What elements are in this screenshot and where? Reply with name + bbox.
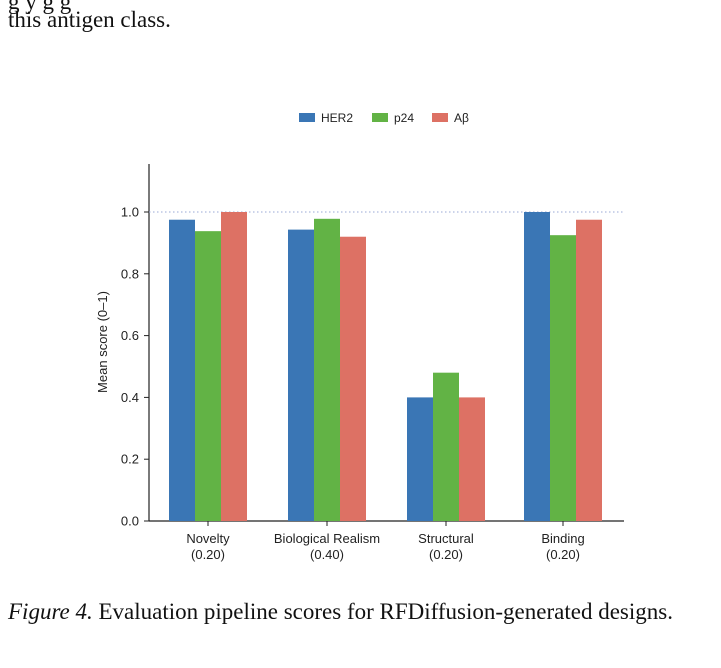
caption-text: Evaluation pipeline scores for RFDiffusi… [98,599,673,624]
bar-her2-0 [169,219,195,521]
x-tick-label: Binding [541,531,584,546]
y-axis: 0.0 0.2 0.4 0.6 0.8 1.0 [121,164,150,529]
bar-p24-0 [195,231,221,521]
legend-label: p24 [394,111,414,125]
x-tick-weight-label: (0.20) [429,547,463,562]
y-tick-label: 0.4 [121,390,139,405]
y-tick-label: 0.2 [121,452,139,467]
figure-caption: Figure 4. Evaluation pipeline scores for… [8,598,714,626]
y-axis-label: Mean score (0–1) [95,291,110,393]
bar-a-2 [459,397,485,521]
y-tick-label: 1.0 [121,205,139,220]
legend-swatch-her2 [299,113,315,122]
x-tick-label: Novelty [186,531,230,546]
bar-p24-3 [550,235,576,522]
legend-label: Aβ [454,111,469,125]
legend-label: HER2 [321,111,353,125]
legend-swatch-p24 [372,113,388,122]
bar-chart: HER2 p24 Aβ 0.00.20.40.60.81.0 Novelty(0.2… [95,111,624,562]
chart-bars [169,212,602,522]
x-tick-weight-label: (0.40) [310,547,344,562]
bar-p24-2 [433,372,459,521]
bar-her2-3 [524,212,550,521]
y-tick-label: 0.6 [121,328,139,343]
bar-a-1 [340,236,366,521]
body-text-line: this antigen class. [8,7,171,32]
x-tick-weight-label: (0.20) [191,547,225,562]
bar-a-0 [221,212,247,521]
y-tick-label: 0.0 [121,514,139,529]
legend-swatch-a [432,113,448,122]
x-axis: Novelty(0.20)Biological Realism(0.40)Str… [149,520,624,562]
x-tick-label: Biological Realism [274,531,380,546]
bar-p24-1 [314,218,340,521]
bar-her2-2 [407,397,433,521]
x-tick-label: Structural [418,531,474,546]
x-tick-weight-label: (0.20) [546,547,580,562]
chart-legend: HER2 p24 Aβ [299,111,469,125]
body-text-clipped-line: g y g g [8,0,72,14]
bar-a-3 [576,219,602,521]
figure-label: Figure 4. [8,599,93,624]
bar-her2-1 [288,229,314,521]
y-tick-label: 0.8 [121,266,139,281]
